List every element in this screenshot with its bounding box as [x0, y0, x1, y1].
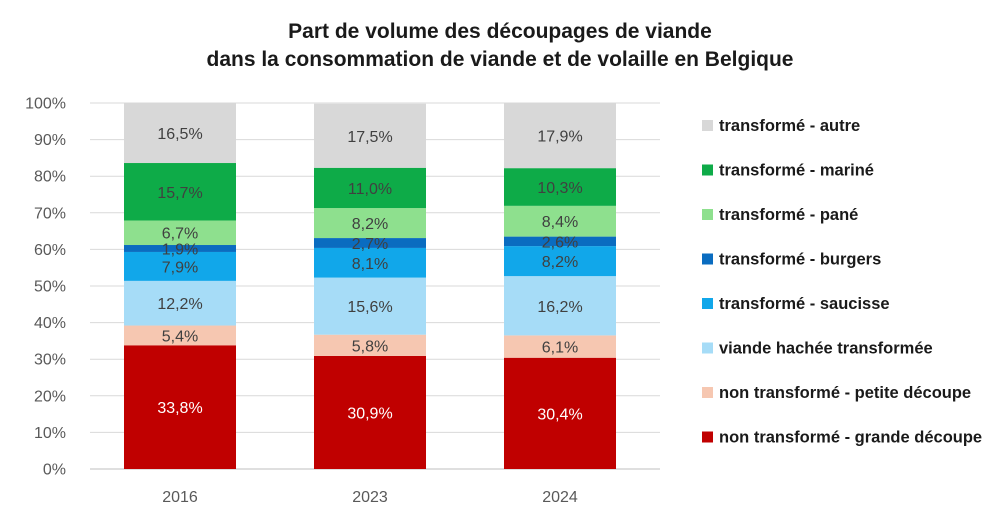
- bar-segment: [124, 163, 236, 221]
- bar-segment: [124, 280, 236, 326]
- legend-swatch: [702, 120, 713, 131]
- data-label: 8,1%: [352, 256, 388, 273]
- bar-segment: [124, 251, 236, 281]
- legend: transformé - autre transformé - mariné tra…: [702, 117, 982, 447]
- legend-label: transformé - autre: [719, 117, 860, 135]
- legend-label: non transformé - grande découpe: [719, 429, 982, 447]
- data-label: 15,6%: [347, 299, 392, 316]
- legend-label: transformé - saucisse: [719, 295, 890, 313]
- bar-segment: [314, 103, 426, 168]
- bar-segment: [504, 246, 616, 277]
- data-label: 30,9%: [347, 405, 392, 422]
- bars: 33,8% 5,4% 12,2% 7,9%1,9%6,7% 15,7% 16,5% 30,9…: [124, 102, 616, 469]
- data-label: 1,9%: [162, 241, 198, 258]
- bar-segment: [504, 168, 616, 206]
- data-label: 17,5%: [347, 129, 392, 146]
- data-label: 16,5%: [157, 126, 202, 143]
- x-tick-label: 2016: [162, 489, 198, 506]
- bar-segment: [504, 102, 616, 169]
- data-label: 8,2%: [352, 216, 388, 233]
- data-label: 11,0%: [348, 181, 392, 198]
- data-label: 7,9%: [162, 259, 198, 276]
- bar-segment: [124, 102, 236, 164]
- y-tick-label: 20%: [34, 388, 66, 405]
- data-label: 6,7%: [162, 226, 198, 243]
- bar-segment: [314, 167, 426, 209]
- data-label: 30,4%: [537, 406, 582, 423]
- legend-label: transformé - burgers: [719, 251, 881, 269]
- data-label: 15,7%: [157, 185, 202, 202]
- legend-swatch: [702, 164, 713, 176]
- chart-title-line-2: dans la consommation de viande et de vol…: [207, 48, 794, 71]
- bar-segment: [504, 335, 616, 358]
- bar-segment: [314, 355, 426, 469]
- bar-segment: [314, 277, 426, 335]
- bar-segment: [314, 238, 426, 248]
- data-label: 8,2%: [542, 254, 578, 271]
- bar-segment: [504, 276, 616, 336]
- y-axis: 0% 10% 20% 30% 40% 50% 60% 70% 80% 90% 100%: [25, 96, 66, 479]
- data-label: 10,3%: [537, 180, 582, 197]
- legend-label: transformé - mariné: [719, 162, 874, 180]
- bar-segment: [314, 208, 426, 239]
- legend-label: transformé - pané: [719, 206, 858, 224]
- bar-segment: [504, 205, 616, 237]
- bar-segment: [504, 357, 616, 469]
- y-tick-label: 50%: [34, 279, 66, 296]
- legend-swatch: [702, 387, 713, 398]
- data-label: 8,4%: [542, 214, 578, 231]
- bar-segment: [124, 325, 236, 346]
- legend-swatch: [702, 209, 713, 220]
- legend-swatch: [702, 298, 713, 309]
- legend-label: viande hachée transformée: [719, 340, 933, 358]
- legend-swatch: [702, 431, 713, 443]
- data-label: 2,7%: [352, 236, 388, 253]
- chart-title-line-1: Part de volume des découpages de viande: [288, 20, 712, 43]
- y-tick-label: 80%: [34, 169, 66, 186]
- y-tick-label: 60%: [34, 242, 66, 259]
- data-label: 17,9%: [537, 128, 582, 145]
- data-label: 6,1%: [542, 340, 578, 357]
- data-label: 16,2%: [537, 299, 582, 316]
- y-tick-label: 100%: [25, 96, 66, 113]
- x-axis: 2016 2023 2024: [162, 489, 578, 506]
- x-tick-label: 2024: [542, 489, 578, 506]
- data-label: 5,4%: [162, 328, 198, 345]
- y-tick-label: 0%: [43, 462, 66, 479]
- data-label: 12,2%: [157, 296, 202, 313]
- bar-segment: [314, 334, 426, 356]
- y-tick-label: 70%: [34, 205, 66, 222]
- bar-segment: [314, 247, 426, 278]
- bar-segment: [124, 345, 236, 469]
- bar-segment: [124, 245, 236, 252]
- y-tick-label: 40%: [34, 315, 66, 332]
- x-tick-label: 2023: [352, 489, 388, 506]
- data-label: 2,6%: [542, 234, 578, 251]
- data-label: 5,8%: [352, 338, 388, 355]
- legend-swatch: [702, 342, 713, 354]
- bar-segment: [504, 236, 616, 247]
- bar-segment: [124, 220, 236, 246]
- legend-swatch: [702, 253, 713, 265]
- legend-label: non transformé - petite découpe: [719, 384, 971, 402]
- y-tick-label: 30%: [34, 352, 66, 369]
- data-label: 33,8%: [157, 400, 202, 417]
- y-tick-label: 10%: [34, 425, 66, 442]
- y-tick-label: 90%: [34, 132, 66, 149]
